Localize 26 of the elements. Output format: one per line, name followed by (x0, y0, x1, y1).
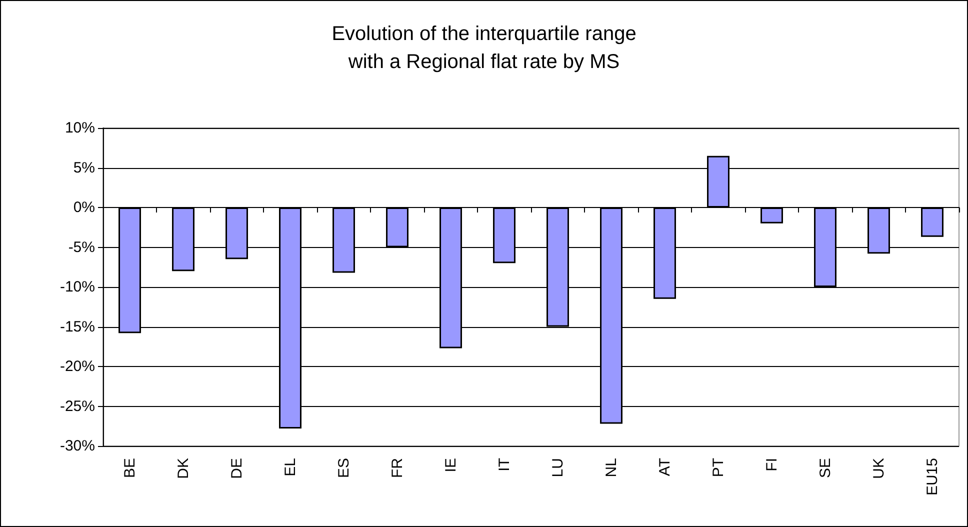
y-tick-label: 10% (64, 120, 95, 136)
x-tick-label: ES (335, 458, 352, 478)
y-tick-label: -25% (60, 398, 95, 415)
x-tick-label: NL (602, 458, 620, 478)
x-tick-label: LU (549, 458, 566, 478)
x-tick-label: DK (174, 458, 192, 479)
x-tick-label: EL (282, 458, 299, 476)
x-tick-label: UK (870, 458, 888, 479)
chart-title: Evolution of the interquartile range with a Regional flat rate by MS (332, 23, 636, 73)
x-tick-label: FR (388, 458, 406, 478)
x-tick-label: DE (228, 458, 246, 479)
y-tick-label: -20% (60, 358, 95, 375)
x-tick-label: BE (121, 458, 138, 478)
y-tick-label: -30% (60, 438, 95, 454)
x-tick-label: PT (710, 458, 727, 478)
x-tick-label: FI (763, 458, 780, 472)
y-tick-label: 0% (73, 199, 95, 216)
x-tick-label: IT (496, 458, 513, 472)
x-tick-label: EU15 (924, 458, 941, 496)
y-tick-label: -10% (60, 278, 95, 296)
x-tick-label: SE (816, 458, 834, 478)
y-tick-label: 5% (73, 159, 95, 176)
y-tick-label: -5% (68, 238, 95, 256)
x-tick-label: IE (442, 458, 460, 472)
x-tick-label: AT (656, 458, 674, 476)
y-tick-label: -15% (60, 318, 95, 336)
